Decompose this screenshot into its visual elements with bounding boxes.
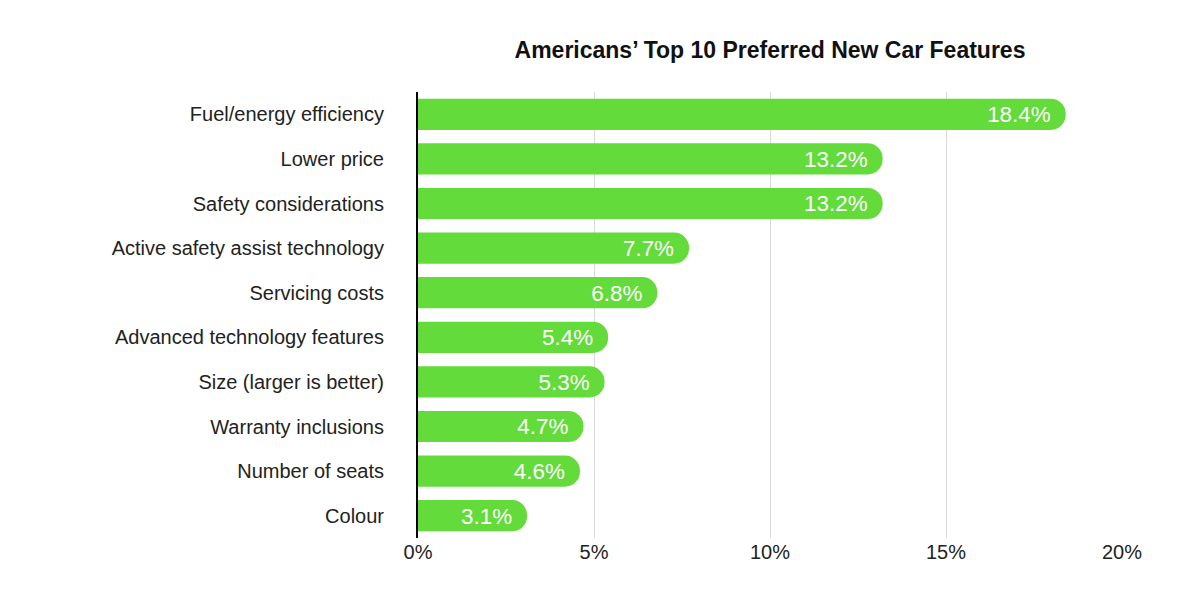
svg-text:6.8%: 6.8% [591,281,642,306]
svg-text:4.7%: 4.7% [517,414,568,439]
svg-text:Warranty inclusions: Warranty inclusions [210,416,384,438]
svg-text:4.6%: 4.6% [514,459,565,484]
svg-text:7.7%: 7.7% [623,236,674,261]
svg-text:20%: 20% [1102,541,1142,563]
svg-text:Active safety assist technolog: Active safety assist technology [112,237,384,259]
svg-text:10%: 10% [750,541,790,563]
svg-text:0%: 0% [404,541,433,563]
svg-text:Colour: Colour [325,505,384,527]
svg-text:18.4%: 18.4% [987,102,1051,127]
svg-text:Americans’ Top 10 Preferred Ne: Americans’ Top 10 Preferred New Car Feat… [515,37,1026,63]
svg-text:Size (larger is better): Size (larger is better) [198,371,384,393]
svg-text:15%: 15% [926,541,966,563]
svg-text:Advanced technology features: Advanced technology features [115,326,384,348]
svg-text:5%: 5% [580,541,609,563]
svg-text:3.1%: 3.1% [461,504,512,529]
svg-text:Fuel/energy efficiency: Fuel/energy efficiency [190,103,384,125]
svg-text:13.2%: 13.2% [804,191,868,216]
svg-text:5.3%: 5.3% [538,370,589,395]
svg-text:Servicing costs: Servicing costs [250,282,385,304]
svg-text:5.4%: 5.4% [542,325,593,350]
svg-text:Safety considerations: Safety considerations [193,193,384,215]
svg-text:Number of seats: Number of seats [237,460,384,482]
svg-text:Lower price: Lower price [281,148,384,170]
svg-text:13.2%: 13.2% [804,147,868,172]
